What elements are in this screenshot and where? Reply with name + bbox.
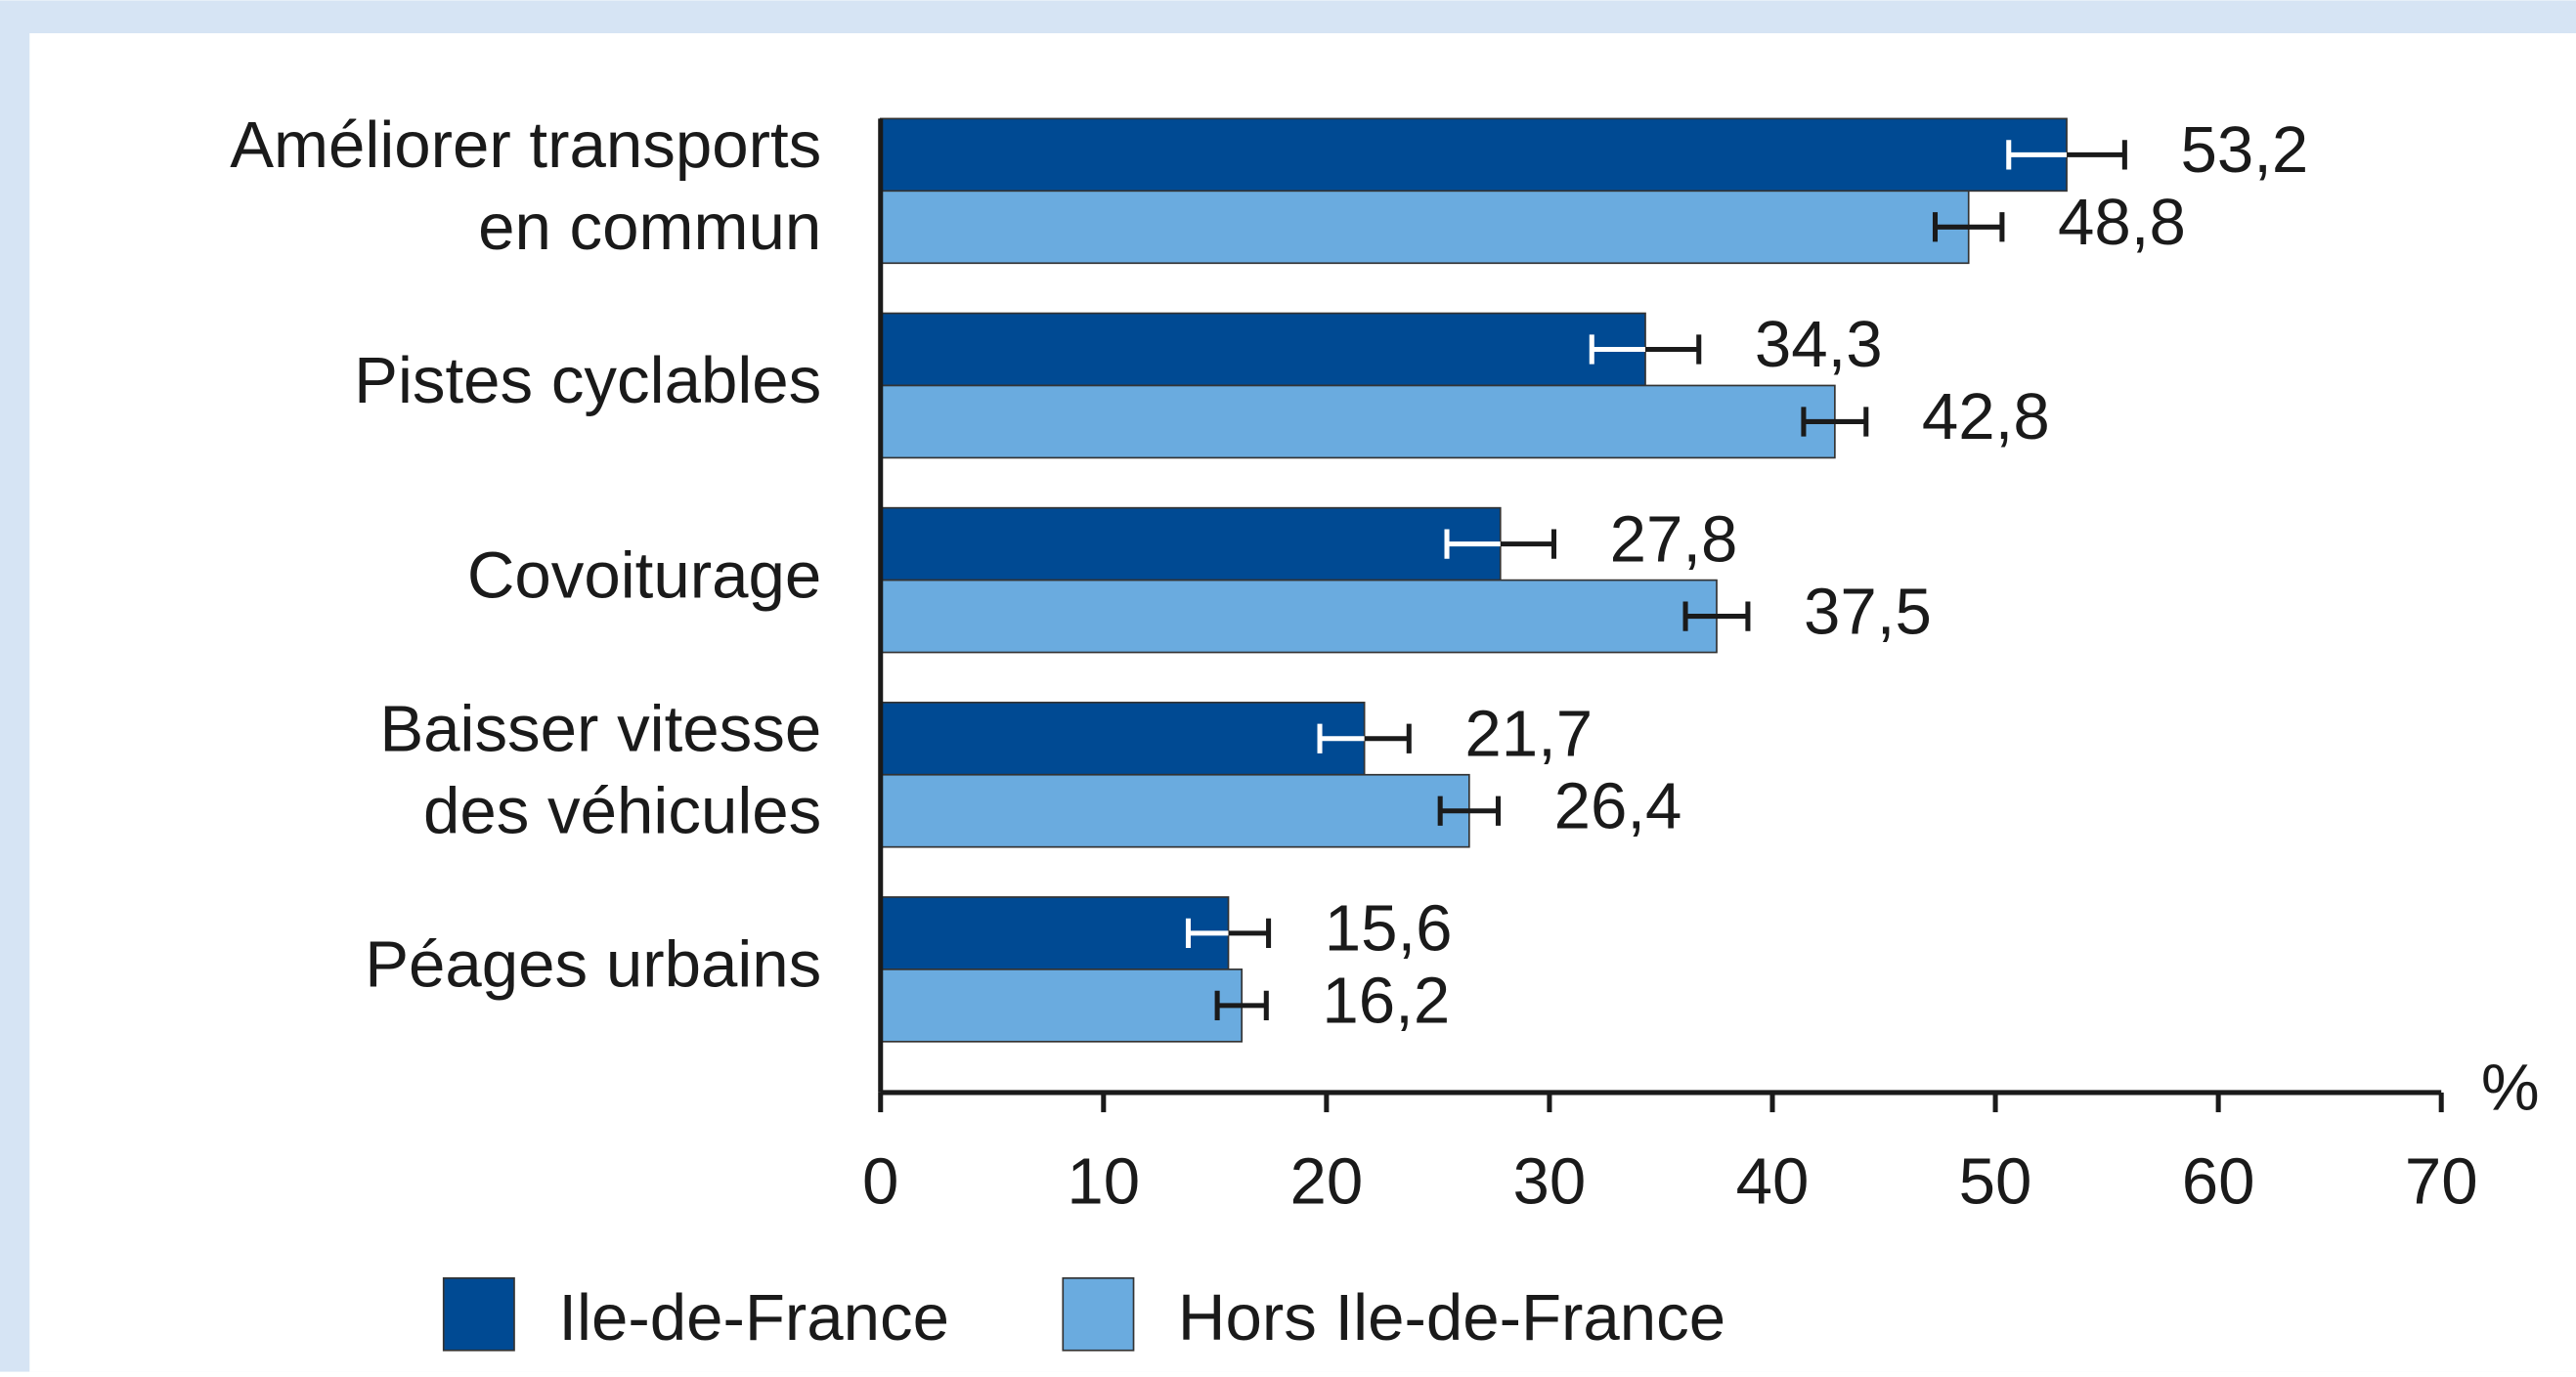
x-tick-label: 0 xyxy=(862,1144,898,1218)
error-bar xyxy=(1932,212,1969,242)
bar xyxy=(879,579,1718,654)
error-bar xyxy=(1228,918,1272,949)
category-label: Covoiturage xyxy=(467,538,821,612)
error-bar xyxy=(1444,529,1501,559)
bar xyxy=(879,701,1366,776)
error-bar xyxy=(1317,723,1365,753)
error-bar xyxy=(1682,601,1717,631)
category-label: des véhicules xyxy=(423,775,821,848)
error-bar xyxy=(1185,918,1229,949)
x-tick-label: 60 xyxy=(2182,1144,2255,1218)
x-tick-label: 10 xyxy=(1067,1144,1140,1218)
error-bar xyxy=(1437,796,1469,826)
error-bar xyxy=(2067,140,2127,170)
value-label: 27,8 xyxy=(1610,502,1738,576)
value-label: 42,8 xyxy=(1922,380,2050,453)
error-bar xyxy=(1468,796,1502,826)
x-tick-label: 40 xyxy=(1736,1144,1810,1218)
category-label: Améliorer transports xyxy=(230,108,821,182)
error-bar xyxy=(1500,529,1557,559)
value-label: 53,2 xyxy=(2180,113,2308,187)
error-bar xyxy=(1968,212,2005,242)
value-label: 34,3 xyxy=(1755,308,1883,381)
error-bar xyxy=(1364,723,1412,753)
bar xyxy=(879,312,1646,387)
bar xyxy=(879,117,2068,193)
bar xyxy=(879,896,1230,970)
legend-swatch xyxy=(442,1276,515,1352)
bar xyxy=(879,968,1244,1043)
x-tick-label: 20 xyxy=(1289,1144,1363,1218)
error-bar xyxy=(1801,407,1835,437)
category-label: en commun xyxy=(478,191,821,264)
error-bar xyxy=(1834,407,1869,437)
bar xyxy=(879,384,1836,459)
category-label: Péages urbains xyxy=(365,928,821,1002)
error-bar xyxy=(2006,140,2068,170)
x-tick-label: 70 xyxy=(2405,1144,2478,1218)
value-label: 21,7 xyxy=(1464,698,1593,771)
value-label: 26,4 xyxy=(1554,769,1682,842)
bar xyxy=(879,190,1970,265)
bar xyxy=(879,773,1470,848)
value-label: 15,6 xyxy=(1325,892,1453,966)
bar xyxy=(879,506,1502,581)
legend-label: Ile-de-France xyxy=(558,1281,949,1355)
error-bar xyxy=(1645,334,1702,365)
error-bar xyxy=(1214,990,1243,1020)
category-label: Pistes cyclables xyxy=(354,344,821,417)
value-label: 48,8 xyxy=(2058,186,2186,259)
value-label: 37,5 xyxy=(1804,575,1932,648)
error-bar xyxy=(1242,990,1269,1020)
legend-label: Hors Ile-de-France xyxy=(1178,1281,1725,1355)
category-label: Baisser vitesse xyxy=(379,692,821,765)
unit-label: % xyxy=(2481,1052,2540,1125)
x-tick-label: 30 xyxy=(1513,1144,1587,1218)
error-bar xyxy=(1589,334,1646,365)
error-bar xyxy=(1716,601,1751,631)
x-tick-label: 50 xyxy=(1959,1144,2032,1218)
legend-swatch xyxy=(1062,1276,1135,1352)
value-label: 16,2 xyxy=(1322,965,1450,1038)
